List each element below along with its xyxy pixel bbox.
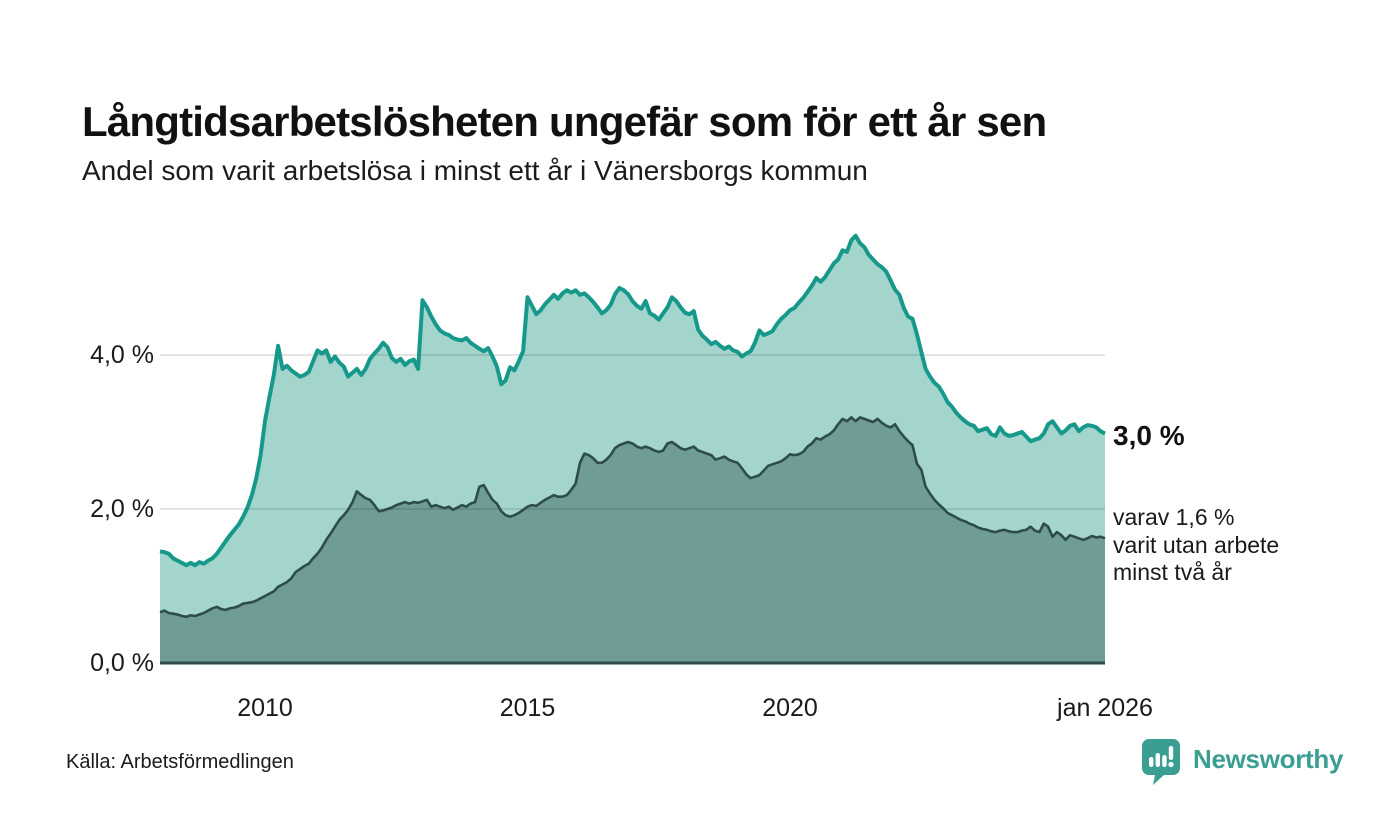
area-fill-unemployed-2yr — [160, 417, 1105, 663]
chart-title: Långtidsarbetslösheten ungefär som för e… — [82, 98, 1047, 146]
annotation-secondary-value: varav 1,6 % varit utan arbete minst två … — [1113, 504, 1280, 585]
newsworthy-logo-icon — [1142, 739, 1180, 785]
annotation-latest-value: 3,0 % — [1113, 420, 1185, 451]
line-unemployed-2yr — [159, 416, 1106, 619]
gridlines — [160, 354, 1105, 510]
area-fill-unemployed-1yr — [160, 235, 1105, 663]
newsworthy-logo-text: Newsworthy — [1193, 744, 1344, 774]
x-tick-label: 2020 — [762, 694, 818, 722]
y-tick-label: 2,0 % — [90, 495, 154, 523]
chart-subtitle: Andel som varit arbetslösa i minst ett å… — [82, 155, 868, 186]
source-credit: Källa: Arbetsförmedlingen — [66, 751, 294, 773]
line-unemployed-1yr — [159, 233, 1106, 568]
x-tick-label: 2010 — [237, 694, 293, 722]
x-tick-label: 2015 — [499, 694, 556, 722]
y-tick-label: 4,0 % — [90, 341, 154, 369]
newsworthy-brand[interactable]: Newsworthy — [1141, 738, 1343, 786]
y-tick-label: 0,0 % — [90, 649, 154, 677]
x-tick-label: jan 2026 — [1057, 694, 1153, 722]
